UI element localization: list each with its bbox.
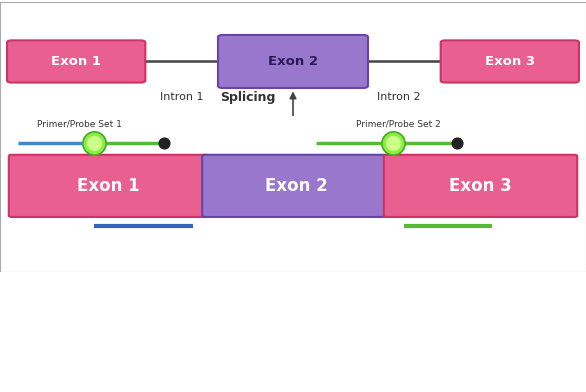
- Point: [159, 140, 169, 146]
- Point: [388, 140, 397, 146]
- FancyBboxPatch shape: [9, 155, 208, 217]
- Text: Exon 3: Exon 3: [485, 55, 535, 68]
- Text: Primer/Probe Set 1: Primer/Probe Set 1: [37, 119, 121, 128]
- Text: Exon 2: Exon 2: [264, 177, 328, 195]
- Text: Splicing: Splicing: [220, 91, 275, 105]
- FancyBboxPatch shape: [441, 40, 579, 83]
- Point: [452, 140, 462, 146]
- Text: Exon 1: Exon 1: [77, 177, 139, 195]
- Point: [89, 140, 98, 146]
- FancyBboxPatch shape: [384, 155, 577, 217]
- Text: Exon 3: Exon 3: [449, 177, 512, 195]
- FancyBboxPatch shape: [218, 35, 368, 88]
- Text: Exon 2: Exon 2: [268, 55, 318, 68]
- Text: Figure 3. Exon-spanning primer/probe set design. Primer/Probe
Set 1 anneals with: Figure 3. Exon-spanning primer/probe set…: [98, 304, 488, 358]
- Point: [89, 140, 98, 146]
- Text: Intron 1: Intron 1: [160, 92, 203, 102]
- Text: Exon 1: Exon 1: [51, 55, 101, 68]
- Text: Primer/Probe Set 2: Primer/Probe Set 2: [356, 119, 441, 128]
- Point: [388, 140, 397, 146]
- FancyBboxPatch shape: [202, 155, 390, 217]
- Text: Intron 2: Intron 2: [377, 92, 420, 102]
- FancyBboxPatch shape: [7, 40, 145, 83]
